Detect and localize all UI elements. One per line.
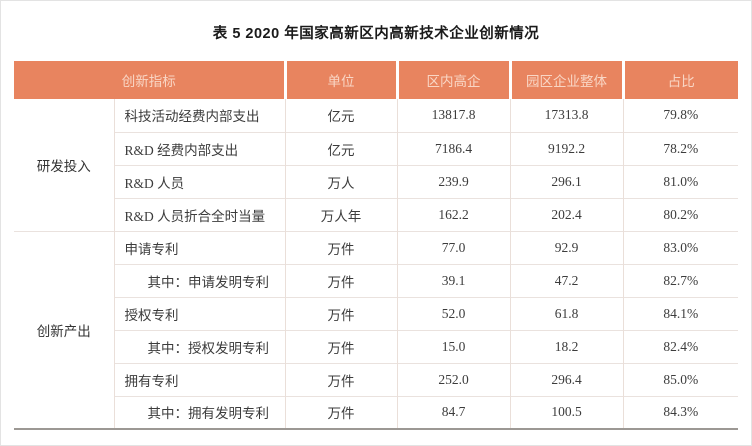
table-row: 拥有专利 万件 252.0 296.4 85.0% — [14, 362, 738, 396]
unit-cell: 万件 — [284, 263, 397, 297]
park-total-value-cell: 202.4 — [509, 197, 623, 231]
park-total-value-cell: 17313.8 — [509, 99, 623, 132]
header-cell-in-zone: 区内高企 — [395, 61, 510, 99]
table-row: 创新产出 申请专利 万件 77.0 92.9 83.0% — [14, 230, 738, 429]
in-zone-value-cell: 84.7 — [396, 395, 510, 429]
indicator-cell: 科技活动经费内部支出 — [113, 99, 285, 132]
share-value-cell: 84.3% — [622, 395, 738, 429]
park-total-value-cell: 100.5 — [509, 395, 623, 429]
in-zone-value-cell: 52.0 — [396, 296, 510, 330]
table-header: 创新指标 单位 区内高企 园区企业整体 占比 — [14, 61, 738, 99]
indicator-cell: R&D 人员折合全时当量 — [113, 197, 285, 231]
indicator-cell: 申请专利 — [113, 230, 285, 264]
row-group-label: 创新产出 — [14, 230, 114, 429]
share-value-cell: 82.4% — [622, 329, 738, 363]
share-value-cell: 80.2% — [622, 197, 738, 231]
table-row: 其中：申请发明专利 万件 39.1 47.2 82.7% — [14, 263, 738, 297]
indicator-cell: 授权专利 — [113, 296, 285, 330]
in-zone-value-cell: 162.2 — [396, 197, 510, 231]
table-body: 研发投入 科技活动经费内部支出 亿元 13817.8 17313.8 79.8% R&D 经… — [14, 99, 738, 429]
in-zone-value-cell: 7186.4 — [396, 131, 510, 165]
unit-cell: 万件 — [284, 296, 397, 330]
indicator-cell: R&D 经费内部支出 — [113, 131, 285, 165]
park-total-value-cell: 296.1 — [509, 164, 623, 198]
share-value-cell: 79.8% — [622, 99, 738, 132]
header-cell-unit: 单位 — [283, 61, 397, 99]
unit-cell: 万件 — [284, 395, 397, 429]
unit-cell: 万人 — [284, 164, 397, 198]
in-zone-value-cell: 39.1 — [396, 263, 510, 297]
innovation-data-table: 创新指标 单位 区内高企 园区企业整体 占比 研发投入 科技活动经费内部支出 亿元 1… — [14, 61, 738, 430]
indicator-cell: R&D 人员 — [113, 164, 285, 198]
table-row: R&D 人员折合全时当量 万人年 162.2 202.4 80.2% — [14, 197, 738, 231]
share-value-cell: 84.1% — [622, 296, 738, 330]
header-cell-park-total: 园区企业整体 — [508, 61, 623, 99]
share-value-cell: 78.2% — [622, 131, 738, 165]
in-zone-value-cell: 77.0 — [396, 230, 510, 264]
row-group-label: 研发投入 — [36, 158, 91, 174]
table-row: 授权专利 万件 52.0 61.8 84.1% — [14, 296, 738, 330]
share-value-cell: 81.0% — [622, 164, 738, 198]
in-zone-value-cell: 252.0 — [396, 362, 510, 396]
share-value-cell: 82.7% — [622, 263, 738, 297]
park-total-value-cell: 92.9 — [509, 230, 623, 264]
table-row: R&D 经费内部支出 亿元 7186.4 9192.2 78.2% — [14, 131, 738, 165]
unit-cell: 万件 — [284, 230, 397, 264]
share-value-cell: 83.0% — [622, 230, 738, 264]
header-cell-share: 占比 — [621, 61, 738, 99]
in-zone-value-cell: 15.0 — [396, 329, 510, 363]
park-total-value-cell: 47.2 — [509, 263, 623, 297]
in-zone-value-cell: 239.9 — [396, 164, 510, 198]
unit-cell: 万件 — [284, 329, 397, 363]
park-total-value-cell: 61.8 — [509, 296, 623, 330]
table-header-row: 创新指标 单位 区内高企 园区企业整体 占比 — [14, 61, 738, 99]
park-total-value-cell: 18.2 — [509, 329, 623, 363]
indicator-cell: 其中：申请发明专利 — [113, 263, 285, 297]
indicator-cell: 其中：授权发明专利 — [113, 329, 285, 363]
table-row: 其中：授权发明专利 万件 15.0 18.2 82.4% — [14, 329, 738, 363]
table-row: R&D 人员 万人 239.9 296.1 81.0% — [14, 164, 738, 198]
share-value-cell: 85.0% — [622, 362, 738, 396]
table-row: 其中：拥有发明专利 万件 84.7 100.5 84.3% — [14, 395, 738, 429]
header-cell-indicator: 创新指标 — [14, 61, 285, 99]
indicator-cell: 拥有专利 — [113, 362, 285, 396]
park-total-value-cell: 296.4 — [509, 362, 623, 396]
in-zone-value-cell: 13817.8 — [396, 99, 510, 132]
unit-cell: 万件 — [284, 362, 397, 396]
unit-cell: 亿元 — [284, 131, 397, 165]
unit-cell: 亿元 — [284, 99, 397, 132]
park-total-value-cell: 9192.2 — [509, 131, 623, 165]
indicator-cell: 其中：拥有发明专利 — [113, 395, 285, 429]
table-row: 研发投入 科技活动经费内部支出 亿元 13817.8 17313.8 79.8% — [14, 99, 738, 174]
unit-cell: 万人年 — [284, 197, 397, 231]
table-title: 表 5 2020 年国家高新区内高新技术企业创新情况 — [212, 26, 540, 42]
